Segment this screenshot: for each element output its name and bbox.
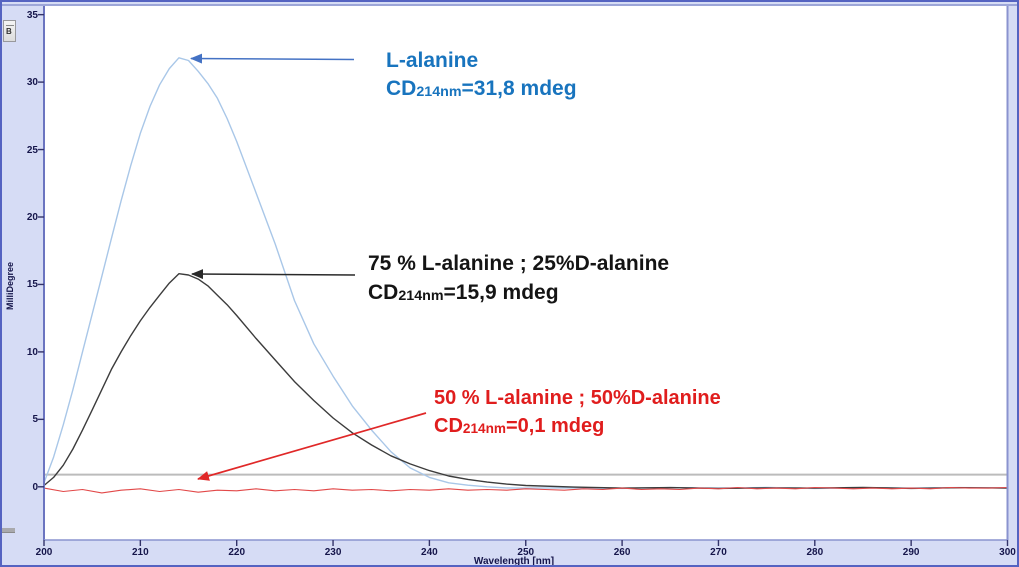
y-tick-label: 15: [26, 279, 38, 291]
splitter-handle[interactable]: [2, 528, 15, 533]
x-tick-label: 220: [228, 547, 246, 558]
x-tick-label: 200: [35, 547, 53, 558]
series-curve-1: [43, 273, 1009, 490]
cd-subscript: 214nm: [398, 288, 444, 304]
x-tick-label: 210: [132, 547, 149, 558]
cd-label: CD: [386, 77, 417, 100]
x-tick-label: 290: [902, 547, 920, 558]
annotation-title: 50 % L-alanine ; 50%D-alanine: [434, 387, 721, 409]
annotation-cd-value: CD214nm=31,8 mdeg: [386, 75, 577, 106]
annotation-cd-value: CD214nm=15,9 mdeg: [368, 278, 669, 311]
series-curve-2: [43, 486, 1009, 494]
y-tick-label: 35: [26, 9, 38, 21]
annotation-arrow-black: [191, 269, 356, 280]
x-tick-label: 280: [806, 547, 824, 558]
x-axis-title: Wavelength [nm]: [473, 556, 555, 567]
annotation-75-25-mix: 75 % L-alanine ; 25%D-alanine CD214nm=15…: [368, 249, 669, 311]
x-tick-label: 250: [517, 547, 535, 558]
annotation-arrow-blue: [190, 53, 355, 64]
cd-label: CD: [434, 415, 463, 437]
cd-subscript: 214nm: [416, 84, 462, 100]
x-tick-label: 260: [613, 547, 631, 558]
annotation-50-50-mix: 50 % L-alanine ; 50%D-alanine CD214nm=0,…: [434, 384, 721, 443]
x-tick-label: 300: [999, 547, 1016, 558]
y-tick-label: 10: [26, 346, 38, 358]
y-tick-label: 5: [32, 414, 38, 426]
annotation-cd-value: CD214nm=0,1 mdeg: [434, 412, 721, 443]
corner-widget[interactable]: B: [3, 20, 16, 42]
y-tick-label: 25: [26, 144, 38, 156]
annotation-title: 75 % L-alanine ; 25%D-alanine: [368, 252, 670, 275]
x-tick-label: 270: [710, 547, 727, 558]
annotation-title: L-alanine: [386, 49, 479, 72]
y-tick-label: 30: [26, 77, 38, 89]
cd-label: CD: [368, 281, 399, 304]
plot-area: [44, 6, 1008, 540]
annotation-arrow-red: [197, 412, 427, 481]
y-tick-label: 20: [26, 212, 38, 223]
cd-reading: =15,9 mdeg: [443, 281, 559, 304]
annotation-l-alanine: L-alanine CD214nm=31,8 mdeg: [386, 47, 577, 106]
x-tick-label: 240: [421, 547, 438, 558]
x-tick-label: 230: [324, 547, 342, 558]
cd-subscript: 214nm: [462, 421, 506, 436]
cd-reading: =31,8 mdeg: [461, 77, 577, 100]
y-tick-label: 0: [32, 481, 38, 493]
cd-reading: =0,1 mdeg: [505, 415, 605, 437]
